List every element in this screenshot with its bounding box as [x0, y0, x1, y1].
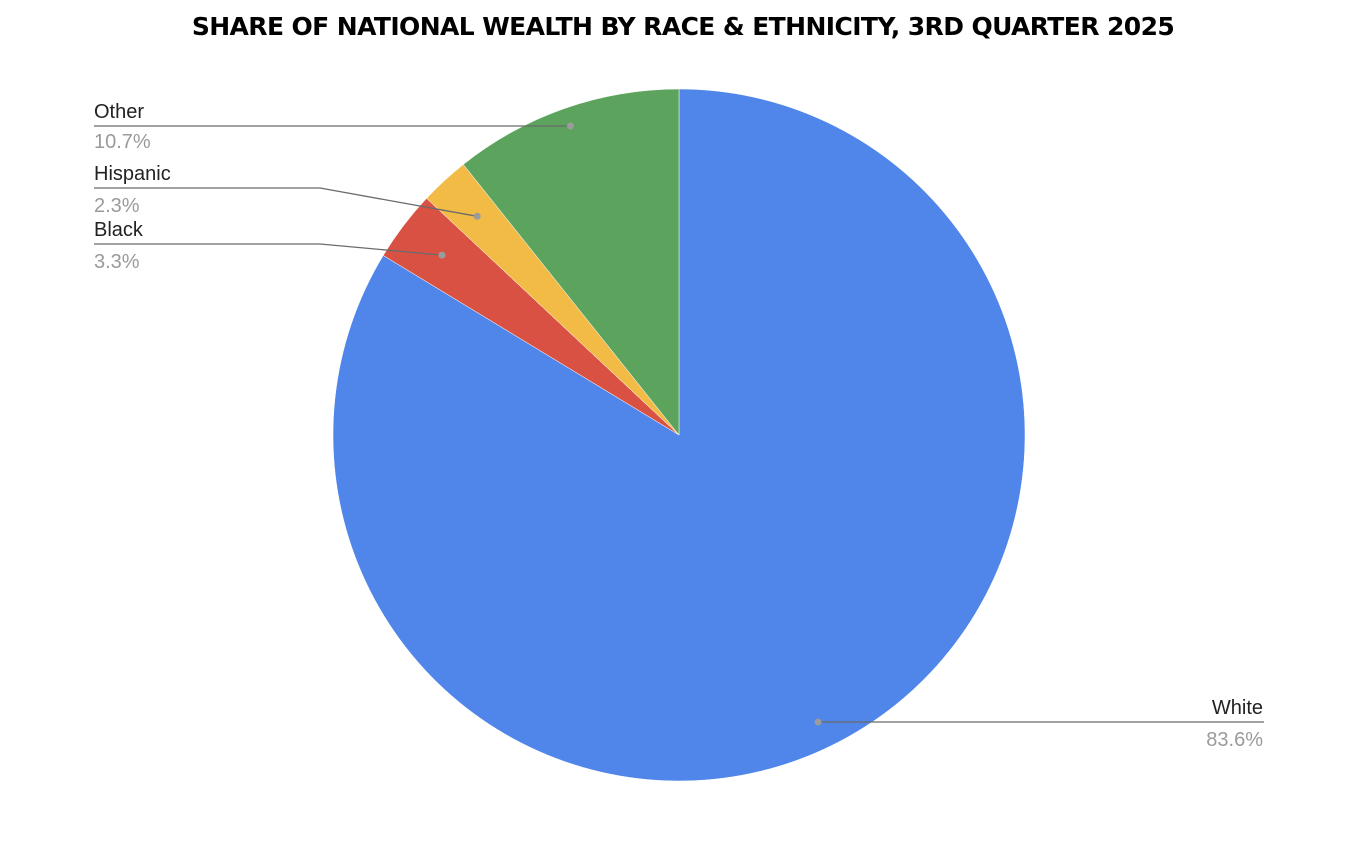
- slice-label-hispanic: Hispanic: [94, 163, 171, 185]
- slice-labels: White 83.6% Black 3.3% Hispanic 2.3% Other 10.7…: [94, 101, 1263, 751]
- leader-dot-white: [814, 718, 822, 726]
- leader-line-black: [94, 243, 443, 256]
- leader-dot-hispanic: [473, 212, 481, 220]
- slice-other: [462, 88, 680, 436]
- slice-value-black: 3.3%: [94, 251, 140, 273]
- slice-label-other: Other: [94, 101, 144, 123]
- leader-dot-black: [438, 251, 446, 259]
- slice-value-white: 83.6%: [1206, 729, 1263, 751]
- leader-lines: [94, 122, 1264, 726]
- leader-line-hispanic: [94, 187, 478, 217]
- pie-slices: [332, 88, 1026, 782]
- leader-dot-other: [567, 122, 574, 130]
- chart-title: SHARE OF NATIONAL WEALTH BY RACE & ETHNI…: [191, 12, 1175, 41]
- slice-value-hispanic: 2.3%: [94, 195, 140, 217]
- slice-value-other: 10.7%: [94, 131, 151, 153]
- slice-label-white: White: [1212, 697, 1263, 719]
- slice-label-black: Black: [94, 219, 144, 241]
